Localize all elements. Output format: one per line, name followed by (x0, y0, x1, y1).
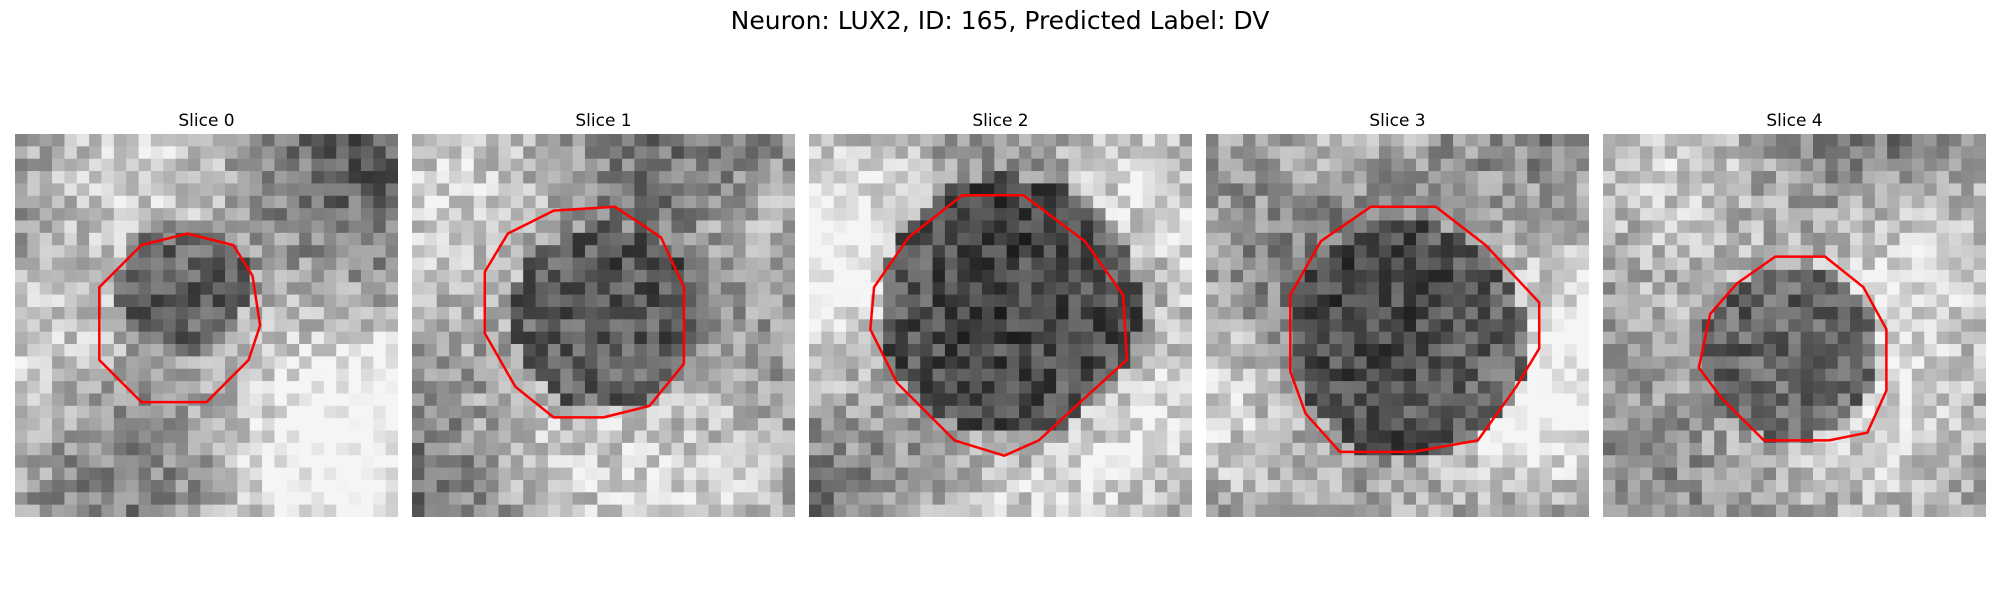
slice-panel-1: Slice 1 (412, 108, 795, 517)
pixel-grid (15, 134, 398, 517)
roi-outline (1289, 205, 1541, 454)
pixel-grid (809, 134, 1192, 517)
roi-outline (1697, 255, 1888, 442)
slice-panel-4: Slice 4 (1603, 108, 1986, 517)
roi-outline (483, 205, 686, 419)
slice-title: Slice 0 (178, 111, 235, 131)
roi-outline (869, 194, 1129, 457)
slice-image (412, 134, 795, 517)
pixel-grid (1206, 134, 1589, 517)
slice-image (1603, 134, 1986, 517)
slice-title: Slice 3 (1369, 111, 1426, 131)
figure-title: Neuron: LUX2, ID: 165, Predicted Label: … (730, 6, 1270, 35)
slice-title: Slice 4 (1766, 111, 1823, 131)
pixel-grid (1603, 134, 1986, 517)
slice-image (1206, 134, 1589, 517)
slice-panel-2: Slice 2 (809, 108, 1192, 517)
slice-panel-3: Slice 3 (1206, 108, 1589, 517)
slice-image (15, 134, 398, 517)
roi-outline (98, 232, 262, 404)
slice-title: Slice 1 (575, 111, 632, 131)
slice-panel-0: Slice 0 (15, 108, 398, 517)
pixel-grid (412, 134, 795, 517)
slice-image (809, 134, 1192, 517)
slice-title: Slice 2 (972, 111, 1029, 131)
